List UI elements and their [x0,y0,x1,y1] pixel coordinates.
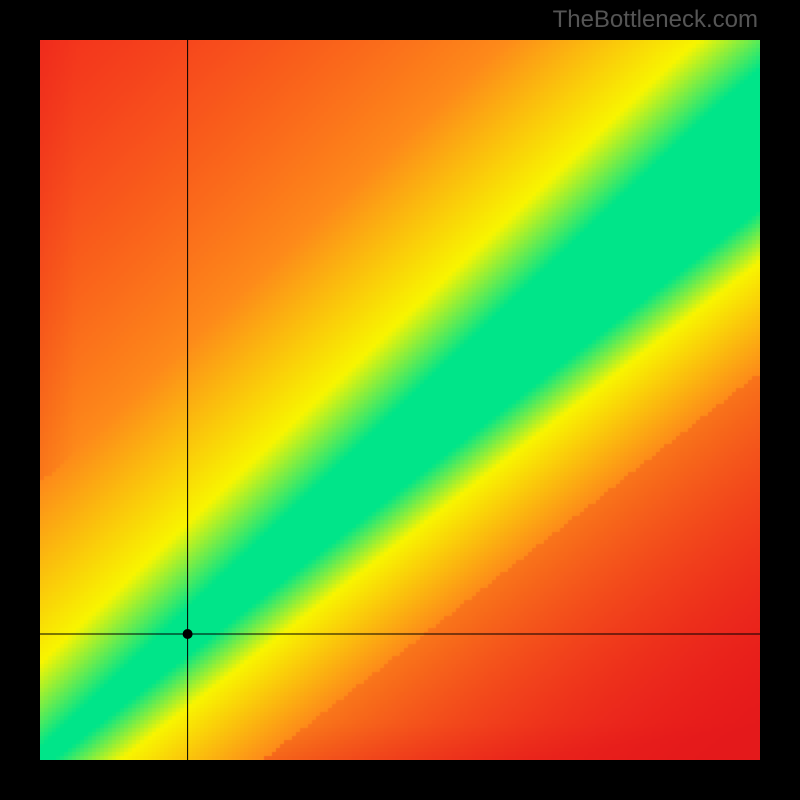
heatmap-canvas [40,40,760,760]
watermark-text: TheBottleneck.com [553,6,758,34]
heatmap-plot [40,40,760,760]
